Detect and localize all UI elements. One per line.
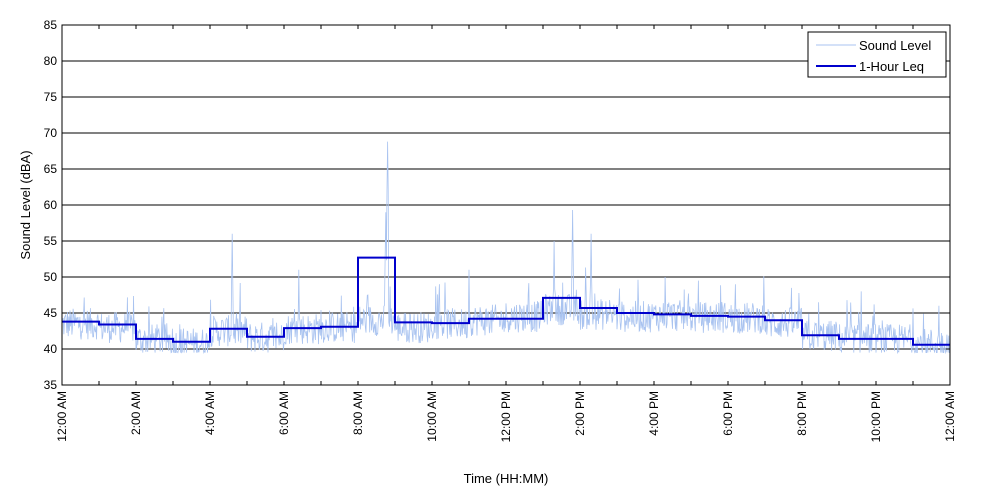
legend-label-sound-level: Sound Level xyxy=(859,38,931,53)
x-tick-label: 12:00 AM xyxy=(55,391,69,442)
y-tick-label: 80 xyxy=(44,54,58,68)
leq-step-line xyxy=(62,256,950,346)
y-tick-label: 50 xyxy=(44,270,58,284)
y-axis-label: Sound Level (dBA) xyxy=(18,150,33,259)
y-tick-label: 85 xyxy=(44,18,58,32)
x-tick-label: 4:00 AM xyxy=(203,391,217,435)
legend-label-leq: 1-Hour Leq xyxy=(859,59,924,74)
legend: Sound Level 1-Hour Leq xyxy=(807,31,947,78)
x-tick-label: 12:00 PM xyxy=(499,391,513,442)
x-tick-label: 2:00 AM xyxy=(129,391,143,435)
y-tick-label: 65 xyxy=(44,162,58,176)
x-tick-label: 10:00 AM xyxy=(425,391,439,442)
y-tick-label: 60 xyxy=(44,198,58,212)
y-tick-label: 70 xyxy=(44,126,58,140)
y-tick-label: 45 xyxy=(44,306,58,320)
x-tick-label: 8:00 PM xyxy=(795,391,809,436)
x-tick-label: 2:00 PM xyxy=(573,391,587,436)
y-tick-label: 75 xyxy=(44,90,58,104)
legend-box xyxy=(807,31,947,78)
x-tick-label: 4:00 PM xyxy=(647,391,661,436)
x-tick-label: 6:00 PM xyxy=(721,391,735,436)
x-axis-label: Time (HH:MM) xyxy=(464,471,549,486)
y-tick-label: 35 xyxy=(44,378,58,392)
y-axis-ticks: 35 40 45 50 55 60 65 70 75 80 85 xyxy=(44,18,950,392)
y-tick-label: 55 xyxy=(44,234,58,248)
y-tick-label: 40 xyxy=(44,342,58,356)
x-axis-ticks: 12:00 AM 2:00 AM 4:00 AM 6:00 AM 8:00 AM 10:0… xyxy=(55,25,957,442)
x-tick-label: 12:00 AM xyxy=(943,391,957,442)
x-tick-label: 8:00 AM xyxy=(351,391,365,435)
x-tick-label: 10:00 PM xyxy=(869,391,883,442)
leq-series xyxy=(62,256,950,346)
x-tick-label: 6:00 AM xyxy=(277,391,291,435)
